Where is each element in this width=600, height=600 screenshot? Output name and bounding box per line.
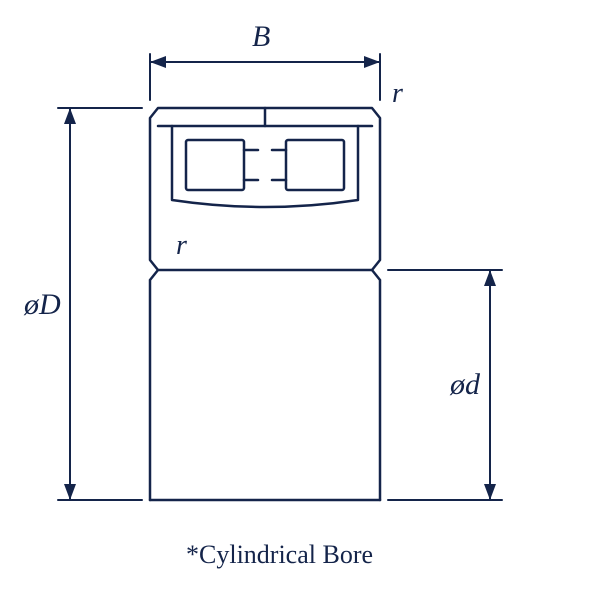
bearing-diagram: B r r øD ød *Cylindrical Bore <box>0 0 600 600</box>
label-r-top: r <box>392 78 403 110</box>
label-phid: ød <box>450 368 480 402</box>
label-r-mid: r <box>176 230 187 262</box>
bearing-svg <box>0 0 600 600</box>
caption-text: *Cylindrical Bore <box>186 540 373 570</box>
label-phiD: øD <box>24 288 61 322</box>
label-B: B <box>252 20 270 54</box>
